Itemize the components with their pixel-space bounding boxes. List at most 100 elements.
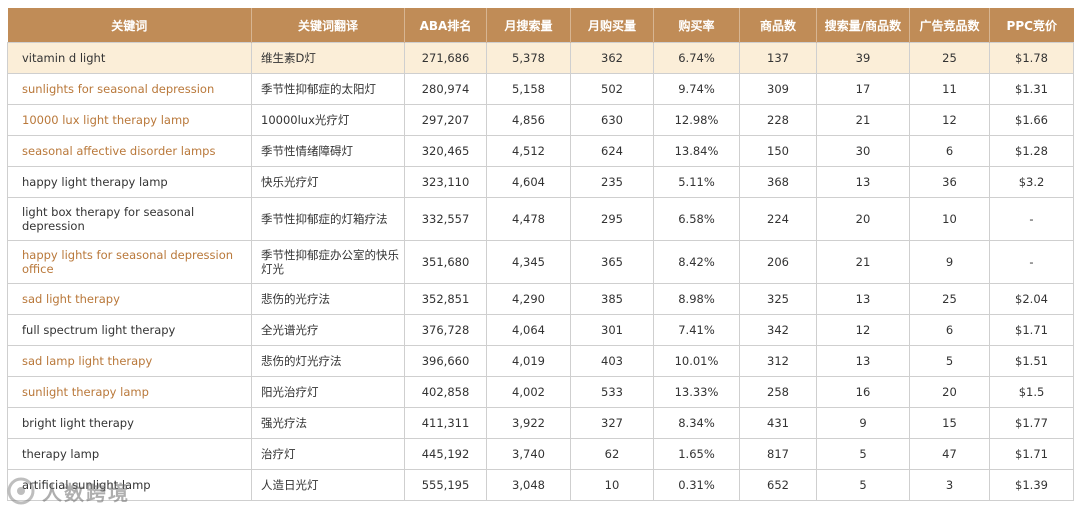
cell-ppc-bid: $2.04: [989, 283, 1074, 315]
cell-monthly-search: 4,019: [486, 345, 571, 377]
cell-search-per-product: 12: [816, 314, 910, 346]
cell-ppc-bid: $1.51: [989, 345, 1074, 377]
table-row: vitamin d light 维生素D灯 271,686 5,378 362 6.74%…: [7, 42, 1074, 74]
cell-monthly-purchase: 403: [570, 345, 654, 377]
cell-product-count: 312: [739, 345, 817, 377]
cell-search-per-product: 20: [816, 197, 910, 241]
cell-monthly-search: 3,922: [486, 407, 571, 439]
table-body: vitamin d light 维生素D灯 271,686 5,378 362 6.74%…: [7, 42, 1074, 501]
cell-monthly-search: 4,002: [486, 376, 571, 408]
cell-aba-rank: 271,686: [404, 42, 487, 74]
cell-keyword: full spectrum light therapy: [7, 314, 252, 346]
cell-translation: 季节性抑郁症的灯箱疗法: [251, 197, 405, 241]
table-row: 10000 lux light therapy lamp 10000lux光疗灯 2…: [7, 104, 1074, 136]
cell-monthly-search: 4,064: [486, 314, 571, 346]
cell-ad-competitors: 3: [909, 469, 990, 501]
cell-purchase-rate: 8.34%: [653, 407, 740, 439]
cell-ppc-bid: $1.5: [989, 376, 1074, 408]
cell-aba-rank: 445,192: [404, 438, 487, 470]
cell-product-count: 258: [739, 376, 817, 408]
cell-keyword: sunlight therapy lamp: [7, 376, 252, 408]
cell-ppc-bid: -: [989, 197, 1074, 241]
cell-aba-rank: 352,851: [404, 283, 487, 315]
keyword-table: 关键词 关键词翻译 ABA排名 月搜索量 月购买量 购买率 商品数 搜索量/商品…: [7, 8, 1074, 501]
cell-purchase-rate: 5.11%: [653, 166, 740, 198]
header-product-count: 商品数: [739, 8, 817, 43]
cell-ad-competitors: 15: [909, 407, 990, 439]
cell-search-per-product: 13: [816, 166, 910, 198]
cell-aba-rank: 396,660: [404, 345, 487, 377]
cell-ppc-bid: $1.39: [989, 469, 1074, 501]
cell-monthly-search: 4,290: [486, 283, 571, 315]
cell-purchase-rate: 6.58%: [653, 197, 740, 241]
header-keyword: 关键词: [7, 8, 252, 43]
cell-translation: 季节性抑郁症办公室的快乐灯光: [251, 240, 405, 284]
cell-translation: 治疗灯: [251, 438, 405, 470]
cell-product-count: 150: [739, 135, 817, 167]
cell-translation: 维生素D灯: [251, 42, 405, 74]
cell-monthly-purchase: 624: [570, 135, 654, 167]
cell-aba-rank: 376,728: [404, 314, 487, 346]
cell-purchase-rate: 7.41%: [653, 314, 740, 346]
cell-ad-competitors: 6: [909, 314, 990, 346]
cell-search-per-product: 9: [816, 407, 910, 439]
cell-purchase-rate: 8.42%: [653, 240, 740, 284]
cell-monthly-search: 4,478: [486, 197, 571, 241]
header-ppc-bid: PPC竞价: [989, 8, 1074, 43]
cell-monthly-search: 3,740: [486, 438, 571, 470]
cell-search-per-product: 5: [816, 469, 910, 501]
header-translation: 关键词翻译: [251, 8, 405, 43]
cell-keyword: happy lights for seasonal depression off…: [7, 240, 252, 284]
cell-ppc-bid: $1.71: [989, 438, 1074, 470]
header-ad-competitors: 广告竞品数: [909, 8, 990, 43]
header-purchase-rate: 购买率: [653, 8, 740, 43]
cell-ppc-bid: $1.31: [989, 73, 1074, 105]
cell-aba-rank: 555,195: [404, 469, 487, 501]
cell-ppc-bid: $1.28: [989, 135, 1074, 167]
cell-monthly-search: 4,856: [486, 104, 571, 136]
cell-ppc-bid: -: [989, 240, 1074, 284]
cell-aba-rank: 297,207: [404, 104, 487, 136]
cell-ad-competitors: 12: [909, 104, 990, 136]
cell-search-per-product: 5: [816, 438, 910, 470]
header-monthly-search: 月搜索量: [486, 8, 571, 43]
header-aba-rank: ABA排名: [404, 8, 487, 43]
table-row: sunlights for seasonal depression 季节性抑郁症的…: [7, 73, 1074, 105]
cell-purchase-rate: 9.74%: [653, 73, 740, 105]
cell-translation: 悲伤的灯光疗法: [251, 345, 405, 377]
cell-ad-competitors: 10: [909, 197, 990, 241]
cell-ad-competitors: 9: [909, 240, 990, 284]
cell-keyword: light box therapy for seasonal depressio…: [7, 197, 252, 241]
cell-ppc-bid: $1.78: [989, 42, 1074, 74]
cell-product-count: 817: [739, 438, 817, 470]
cell-purchase-rate: 10.01%: [653, 345, 740, 377]
cell-search-per-product: 17: [816, 73, 910, 105]
cell-product-count: 206: [739, 240, 817, 284]
cell-translation: 季节性抑郁症的太阳灯: [251, 73, 405, 105]
cell-purchase-rate: 1.65%: [653, 438, 740, 470]
cell-product-count: 224: [739, 197, 817, 241]
table-row: bright light therapy 强光疗法 411,311 3,922 327 8…: [7, 407, 1074, 439]
cell-search-per-product: 30: [816, 135, 910, 167]
cell-ad-competitors: 5: [909, 345, 990, 377]
cell-purchase-rate: 13.33%: [653, 376, 740, 408]
cell-aba-rank: 411,311: [404, 407, 487, 439]
table-row: artificial sunlight lamp 人造日光灯 555,195 3,04…: [7, 469, 1074, 501]
cell-ppc-bid: $1.77: [989, 407, 1074, 439]
cell-product-count: 342: [739, 314, 817, 346]
table-row: happy light therapy lamp 快乐光疗灯 323,110 4,60…: [7, 166, 1074, 198]
cell-aba-rank: 332,557: [404, 197, 487, 241]
cell-monthly-purchase: 365: [570, 240, 654, 284]
cell-aba-rank: 280,974: [404, 73, 487, 105]
cell-keyword: therapy lamp: [7, 438, 252, 470]
cell-translation: 快乐光疗灯: [251, 166, 405, 198]
cell-monthly-purchase: 502: [570, 73, 654, 105]
cell-ad-competitors: 20: [909, 376, 990, 408]
cell-monthly-purchase: 533: [570, 376, 654, 408]
cell-ppc-bid: $1.66: [989, 104, 1074, 136]
cell-monthly-purchase: 630: [570, 104, 654, 136]
cell-purchase-rate: 8.98%: [653, 283, 740, 315]
cell-monthly-search: 3,048: [486, 469, 571, 501]
cell-monthly-search: 4,345: [486, 240, 571, 284]
cell-monthly-search: 4,512: [486, 135, 571, 167]
